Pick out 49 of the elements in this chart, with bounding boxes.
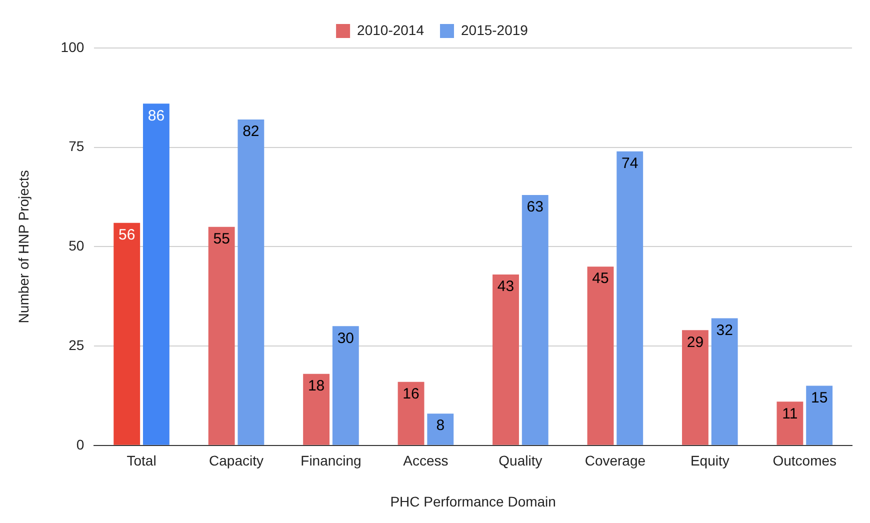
y-tick-label: 100	[60, 38, 84, 55]
data-label: 82	[242, 123, 260, 140]
data-label: 11	[782, 405, 798, 422]
bar	[238, 120, 264, 445]
x-tick-label: Quality	[498, 452, 542, 469]
data-label: 43	[497, 278, 514, 296]
data-label: 29	[686, 334, 704, 351]
data-label: 74	[622, 154, 638, 172]
data-label: 32	[716, 322, 733, 339]
data-label: 55	[213, 230, 230, 248]
x-tick-label: Financing	[300, 452, 362, 469]
data-label: 45	[592, 270, 609, 288]
x-tick-label: Capacity	[209, 452, 264, 469]
bar	[682, 330, 708, 445]
x-tick-label: Total	[126, 452, 156, 469]
data-label: 16	[402, 385, 420, 402]
x-tick-label: Equity	[690, 452, 730, 469]
data-label: 56	[118, 226, 136, 244]
y-tick-label: 75	[68, 138, 84, 154]
bar	[776, 402, 804, 445]
bar	[616, 151, 644, 445]
bar	[398, 382, 424, 445]
bar	[806, 386, 833, 445]
bar	[522, 195, 548, 445]
data-label: 86	[148, 107, 165, 124]
data-label: 15	[810, 389, 828, 406]
x-tick-label: Coverage	[584, 452, 646, 469]
data-label: 30	[337, 330, 354, 347]
y-axis-title: Number of HNP Projects	[15, 170, 32, 324]
x-axis-title: PHC Performance Domain	[390, 493, 556, 510]
bar	[711, 318, 738, 445]
data-label: 18	[308, 378, 325, 395]
bar	[142, 104, 170, 445]
bar	[492, 274, 519, 445]
bar	[587, 266, 614, 445]
legend-label: 2010-2014	[357, 22, 424, 38]
y-tick-label: 0	[76, 436, 84, 452]
bar	[208, 226, 235, 445]
data-label: 63	[526, 198, 544, 216]
bar	[427, 414, 454, 445]
y-tick-label: 25	[68, 336, 84, 353]
x-tick-label: Outcomes	[772, 452, 837, 469]
x-tick-label: Access	[403, 452, 448, 469]
legend-label: 2015-2019	[461, 22, 528, 38]
data-label: 8	[436, 417, 445, 434]
bar	[303, 374, 330, 445]
y-tick-label: 50	[68, 238, 84, 254]
bar	[114, 222, 140, 445]
bar	[332, 326, 359, 445]
